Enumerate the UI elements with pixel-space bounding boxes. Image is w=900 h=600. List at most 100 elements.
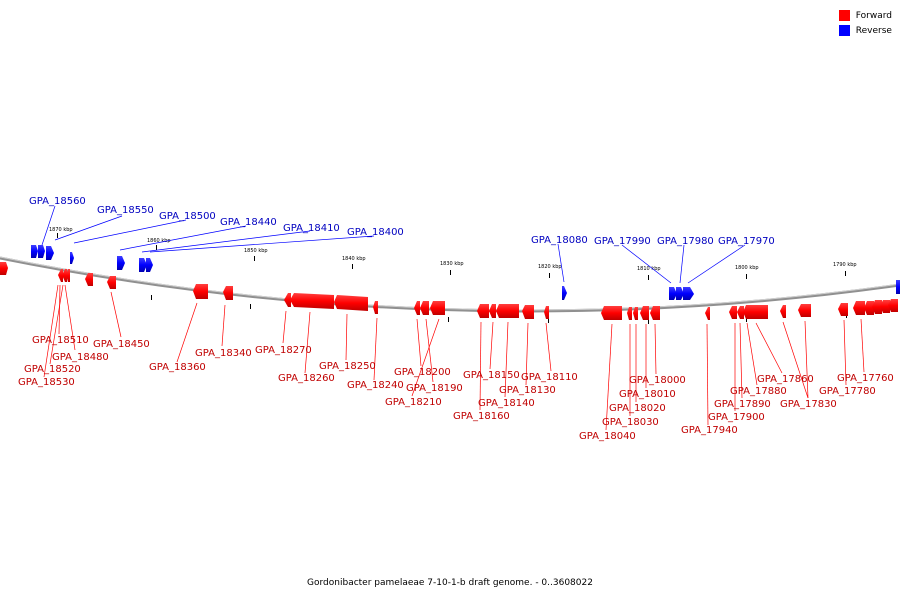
gene-label: GPA_18160: [453, 411, 510, 422]
forward-gene-arrow: [633, 307, 638, 320]
gene-label: GPA_17880: [730, 386, 787, 397]
forward-gene-arrow: [430, 301, 445, 315]
reverse-gene-arrow: [139, 258, 147, 272]
forward-gene-arrow: [0, 262, 8, 275]
gene-label: GPA_18340: [195, 348, 252, 359]
gene-label: GPA_18360: [149, 362, 206, 373]
scale-label: 1850 kbp: [244, 248, 268, 254]
gene-label: GPA_18190: [406, 383, 463, 394]
forward-gene-arrow: [705, 307, 710, 320]
scale-label: 1870 kbp: [49, 227, 73, 233]
forward-gene-arrow: [880, 300, 890, 313]
forward-gene-arrow: [888, 299, 898, 312]
gene-label: GPA_18270: [255, 345, 312, 356]
scale-label: 1790 kbp: [833, 262, 857, 268]
reverse-gene-arrow: [676, 287, 684, 300]
gene-label: GPA_18210: [385, 397, 442, 408]
gene-label: GPA_18250: [319, 361, 376, 372]
reverse-gene-arrow: [146, 258, 153, 272]
forward-gene-arrow: [838, 303, 848, 316]
gene-label: GPA_18410: [283, 223, 340, 234]
legend-reverse-label: Reverse: [855, 25, 892, 36]
reverse-gene-arrow: [562, 286, 567, 300]
forward-gene-arrow: [420, 301, 429, 315]
forward-gene-arrow: [66, 269, 70, 282]
gene-label: GPA_18080: [531, 235, 588, 246]
forward-gene-arrow: [544, 306, 549, 319]
forward-gene-arrow: [853, 301, 865, 315]
forward-gene-arrow: [489, 304, 496, 318]
gene-label: GPA_18550: [97, 205, 154, 216]
gene-label: GPA_17940: [681, 425, 738, 436]
forward-gene-arrow: [627, 307, 632, 320]
gene-label: GPA_18260: [278, 373, 335, 384]
forward-gene-arrow: [62, 269, 67, 282]
gene-label: GPA_17890: [714, 399, 771, 410]
reverse-gene-arrow: [38, 245, 45, 258]
reverse-gene-arrow: [46, 246, 54, 260]
scale-ticks: [57, 233, 847, 324]
reverse-genes: [31, 245, 900, 300]
gene-label: GPA_18500: [159, 211, 216, 222]
forward-swatch: [838, 10, 850, 21]
scale-label: 1830 kbp: [440, 261, 464, 267]
forward-gene-arrow: [496, 304, 519, 318]
gene-label: GPA_17760: [837, 373, 894, 384]
scale-label: 1800 kbp: [735, 265, 759, 271]
reverse-gene-labels: GPA_18560 GPA_18550 GPA_18500 GPA_18440 …: [29, 196, 775, 247]
genome-backbone: [0, 256, 900, 313]
gene-label: GPA_18240: [347, 380, 404, 391]
legend-item-reverse: Reverse: [838, 23, 892, 38]
reverse-gene-arrow: [70, 252, 74, 264]
forward-gene-arrow: [223, 286, 233, 300]
gene-label: GPA_17990: [594, 236, 651, 247]
forward-gene-arrow: [107, 276, 116, 289]
gene-label: GPA_17830: [780, 399, 837, 410]
reverse-gene-arrow: [896, 280, 900, 294]
scale-label: 1860 kbp: [147, 238, 171, 244]
reverse-leader-lines: [41, 205, 746, 284]
forward-gene-arrow: [601, 306, 622, 320]
gene-label: GPA_18110: [521, 372, 578, 383]
scale-label: 1810 kbp: [637, 266, 661, 272]
forward-leader-lines: [43, 284, 865, 431]
genome-backbone-highlight: [0, 256, 900, 311]
scale-label: 1820 kbp: [538, 264, 562, 270]
figure-caption: Gordonibacter pamelaeae 7-10-1-b draft g…: [307, 578, 593, 588]
forward-gene-arrow: [414, 301, 420, 315]
forward-gene-arrow: [334, 295, 368, 311]
forward-genes: [0, 262, 898, 320]
gene-label: GPA_17980: [657, 236, 714, 247]
forward-gene-arrow: [798, 304, 811, 317]
gene-label: GPA_18480: [52, 352, 109, 363]
gene-label: GPA_18520: [24, 364, 81, 375]
forward-gene-arrow: [477, 304, 489, 318]
gene-label: GPA_18020: [609, 403, 666, 414]
forward-gene-arrow: [193, 284, 208, 299]
scale-label: 1840 kbp: [342, 256, 366, 262]
gene-label: GPA_17780: [819, 386, 876, 397]
forward-gene-arrow: [640, 306, 649, 320]
forward-gene-arrow: [864, 301, 874, 315]
gene-label: GPA_17970: [718, 236, 775, 247]
gene-label: GPA_18560: [29, 196, 86, 207]
reverse-gene-arrow: [683, 287, 694, 300]
forward-gene-arrow: [872, 300, 882, 314]
forward-gene-arrow: [737, 306, 744, 319]
legend: Forward Reverse: [838, 8, 892, 38]
forward-gene-arrow: [743, 305, 768, 319]
legend-item-forward: Forward: [838, 8, 892, 23]
gene-label: GPA_18530: [18, 377, 75, 388]
forward-gene-arrow: [650, 306, 660, 320]
forward-gene-arrow: [284, 293, 291, 307]
forward-gene-arrow: [522, 305, 534, 319]
reverse-gene-arrow: [117, 256, 125, 270]
forward-gene-arrow: [373, 301, 378, 314]
forward-gene-arrow: [58, 269, 63, 282]
gene-label: GPA_18150: [463, 370, 520, 381]
forward-gene-labels: GPA_18510 GPA_18480 GPA_18520 GPA_18530 …: [18, 335, 894, 442]
reverse-gene-arrow: [669, 287, 677, 300]
forward-gene-arrow: [780, 305, 786, 318]
reverse-swatch: [838, 25, 850, 36]
